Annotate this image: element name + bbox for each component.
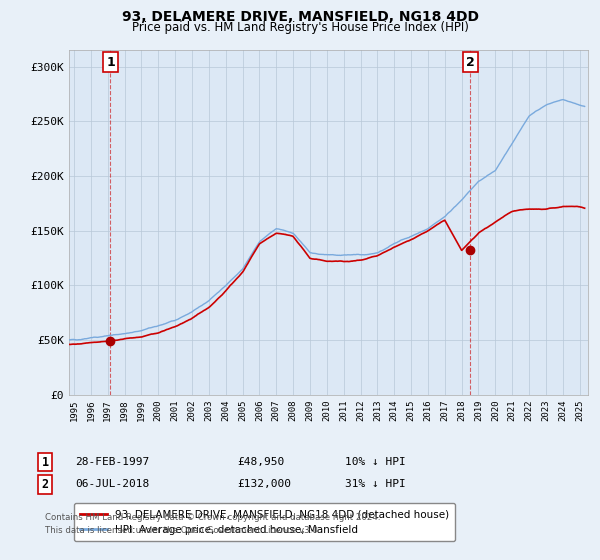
- Text: Price paid vs. HM Land Registry's House Price Index (HPI): Price paid vs. HM Land Registry's House …: [131, 21, 469, 34]
- Text: 31% ↓ HPI: 31% ↓ HPI: [345, 479, 406, 489]
- Text: £48,950: £48,950: [237, 457, 284, 467]
- Text: 2: 2: [41, 478, 49, 491]
- Text: This data is licensed under the Open Government Licence v3.0.: This data is licensed under the Open Gov…: [45, 526, 320, 535]
- Text: 06-JUL-2018: 06-JUL-2018: [75, 479, 149, 489]
- Text: 93, DELAMERE DRIVE, MANSFIELD, NG18 4DD: 93, DELAMERE DRIVE, MANSFIELD, NG18 4DD: [121, 10, 479, 24]
- Text: 10% ↓ HPI: 10% ↓ HPI: [345, 457, 406, 467]
- Text: £132,000: £132,000: [237, 479, 291, 489]
- Text: 1: 1: [41, 455, 49, 469]
- Legend: 93, DELAMERE DRIVE, MANSFIELD, NG18 4DD (detached house), HPI: Average price, de: 93, DELAMERE DRIVE, MANSFIELD, NG18 4DD …: [74, 503, 455, 541]
- Text: 1: 1: [106, 55, 115, 68]
- Text: Contains HM Land Registry data © Crown copyright and database right 2024.: Contains HM Land Registry data © Crown c…: [45, 513, 380, 522]
- Text: 2: 2: [466, 55, 475, 68]
- Text: 28-FEB-1997: 28-FEB-1997: [75, 457, 149, 467]
